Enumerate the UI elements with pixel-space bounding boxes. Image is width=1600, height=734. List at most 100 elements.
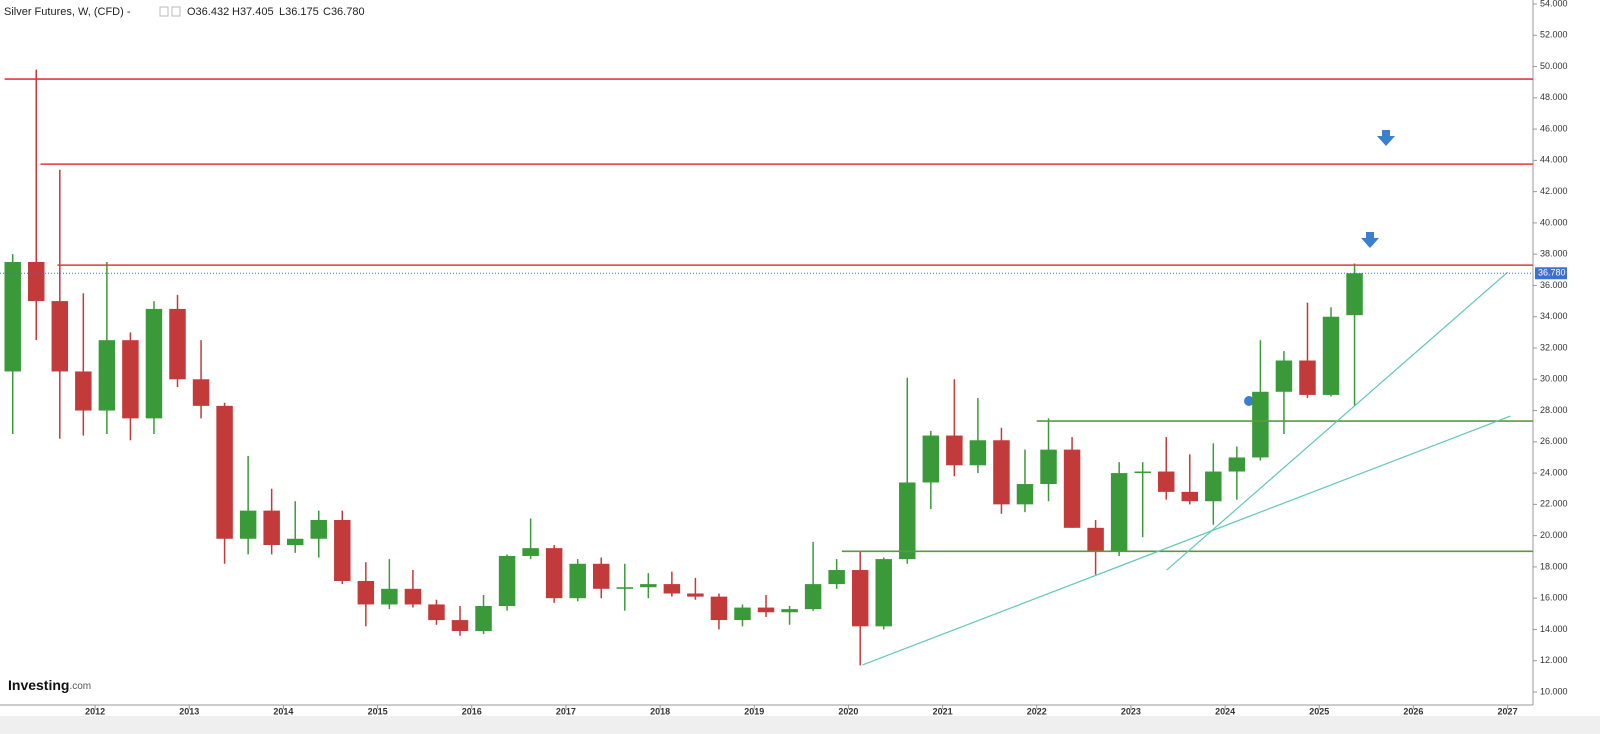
- y-tick-label: 22.000: [1540, 499, 1568, 509]
- candle-body: [1016, 484, 1034, 505]
- y-tick-label: 44.000: [1540, 155, 1568, 165]
- x-tick-label: 2015: [368, 706, 388, 716]
- candle-body: [946, 435, 963, 466]
- candle-body: [663, 584, 681, 594]
- candle-body: [687, 593, 704, 597]
- x-tick-label: 2023: [1121, 706, 1141, 716]
- arrow-annotation: [1361, 232, 1379, 248]
- x-tick-label: 2016: [462, 706, 482, 716]
- candle-body: [922, 435, 940, 483]
- y-tick-label: 50.000: [1540, 61, 1568, 71]
- candle-body: [192, 379, 210, 406]
- plot: [4, 69, 1533, 666]
- y-tick-label: 20.000: [1540, 530, 1568, 540]
- candle-body: [522, 548, 539, 556]
- x-tick-label: 2026: [1403, 706, 1423, 716]
- footer-strip: [0, 716, 1600, 734]
- candle-body: [310, 520, 327, 539]
- candle-body: [1157, 471, 1175, 492]
- candle-body: [4, 262, 21, 372]
- candle-body: [1063, 449, 1081, 528]
- candle-body: [1228, 457, 1246, 472]
- icon: [171, 6, 181, 17]
- ohlc-open: O36.432: [187, 6, 229, 18]
- candle-body: [428, 604, 445, 621]
- y-tick-label: 38.000: [1540, 249, 1568, 259]
- candle-body: [593, 563, 610, 589]
- candle-body: [1299, 360, 1316, 395]
- y-tick-label: 16.000: [1540, 593, 1568, 603]
- y-tick-label: 40.000: [1540, 217, 1568, 227]
- candle-body: [75, 371, 92, 411]
- x-tick-label: 2019: [744, 706, 764, 716]
- candle-body: [263, 510, 280, 546]
- x-tick-label: 2014: [273, 706, 293, 716]
- x-tick-label: 2021: [933, 706, 953, 716]
- x-tick-label: 2017: [556, 706, 576, 716]
- candle-body: [757, 607, 775, 613]
- candle-body: [569, 563, 586, 599]
- y-tick-label: 46.000: [1540, 123, 1568, 133]
- y-tick-label: 36.000: [1540, 280, 1568, 290]
- last-price-label: 36.780: [1538, 268, 1566, 278]
- candle-body: [545, 548, 563, 599]
- candle-body: [145, 308, 163, 419]
- ohlc-high: H37.405: [232, 6, 274, 18]
- candle-body: [781, 609, 798, 613]
- x-tick-label: 2024: [1215, 706, 1235, 716]
- x-tick-label: 2013: [179, 706, 199, 716]
- arrows: [1244, 130, 1395, 406]
- candle-body: [1346, 273, 1363, 316]
- icon: [159, 6, 169, 17]
- event-marker: [1244, 396, 1254, 406]
- header: Silver Futures, W, (CFD) - O36.432 H37.4…: [4, 6, 365, 18]
- candle-body: [899, 482, 916, 560]
- y-tick-label: 14.000: [1540, 624, 1568, 634]
- logo: Investing.com: [8, 677, 91, 693]
- arrow-annotation: [1377, 130, 1395, 146]
- candle-body: [1275, 360, 1293, 392]
- candle-body: [969, 440, 987, 466]
- candle-body: [1134, 471, 1151, 474]
- y-tick-label: 18.000: [1540, 561, 1568, 571]
- y-tick-label: 30.000: [1540, 374, 1568, 384]
- candle-body: [1181, 491, 1199, 502]
- candle-body: [1110, 473, 1128, 552]
- candle-body: [1252, 391, 1269, 458]
- chart-title: Silver Futures, W, (CFD) -: [4, 6, 131, 18]
- candle-body: [169, 308, 186, 380]
- logo-suffix: .com: [69, 681, 91, 692]
- x-tick-label: 2022: [1027, 706, 1047, 716]
- candle-body: [98, 340, 116, 411]
- x-tick-label: 2027: [1498, 706, 1518, 716]
- candle-body: [286, 538, 304, 546]
- candle-body: [404, 588, 422, 605]
- logo-brand: Investing: [8, 677, 69, 693]
- candle-body: [475, 606, 492, 632]
- y-tick-label: 24.000: [1540, 467, 1568, 477]
- candle-body: [451, 620, 469, 632]
- ohlc-close: C36.780: [323, 6, 365, 18]
- candle-body: [357, 580, 375, 605]
- candle-body: [734, 607, 751, 621]
- candle-body: [122, 340, 139, 419]
- y-tick-label: 26.000: [1540, 436, 1568, 446]
- candle-body: [51, 301, 69, 372]
- candle-body: [875, 559, 892, 627]
- ohlc-low: L36.175: [279, 6, 319, 18]
- candle-body: [28, 262, 45, 302]
- candle-body: [1087, 527, 1104, 552]
- x-tick-label: 2020: [838, 706, 858, 716]
- trend-line: [862, 415, 1511, 666]
- y-tick-label: 32.000: [1540, 342, 1568, 352]
- y-tick-label: 28.000: [1540, 405, 1568, 415]
- candle-body: [616, 587, 634, 589]
- y-tick-label: 54.000: [1540, 0, 1568, 8]
- candle-body: [334, 520, 351, 581]
- candle-body: [851, 570, 869, 627]
- y-tick-label: 52.000: [1540, 30, 1568, 40]
- y-tick-label: 12.000: [1540, 655, 1568, 665]
- candle-body: [239, 510, 257, 539]
- trend-line: [1166, 271, 1508, 571]
